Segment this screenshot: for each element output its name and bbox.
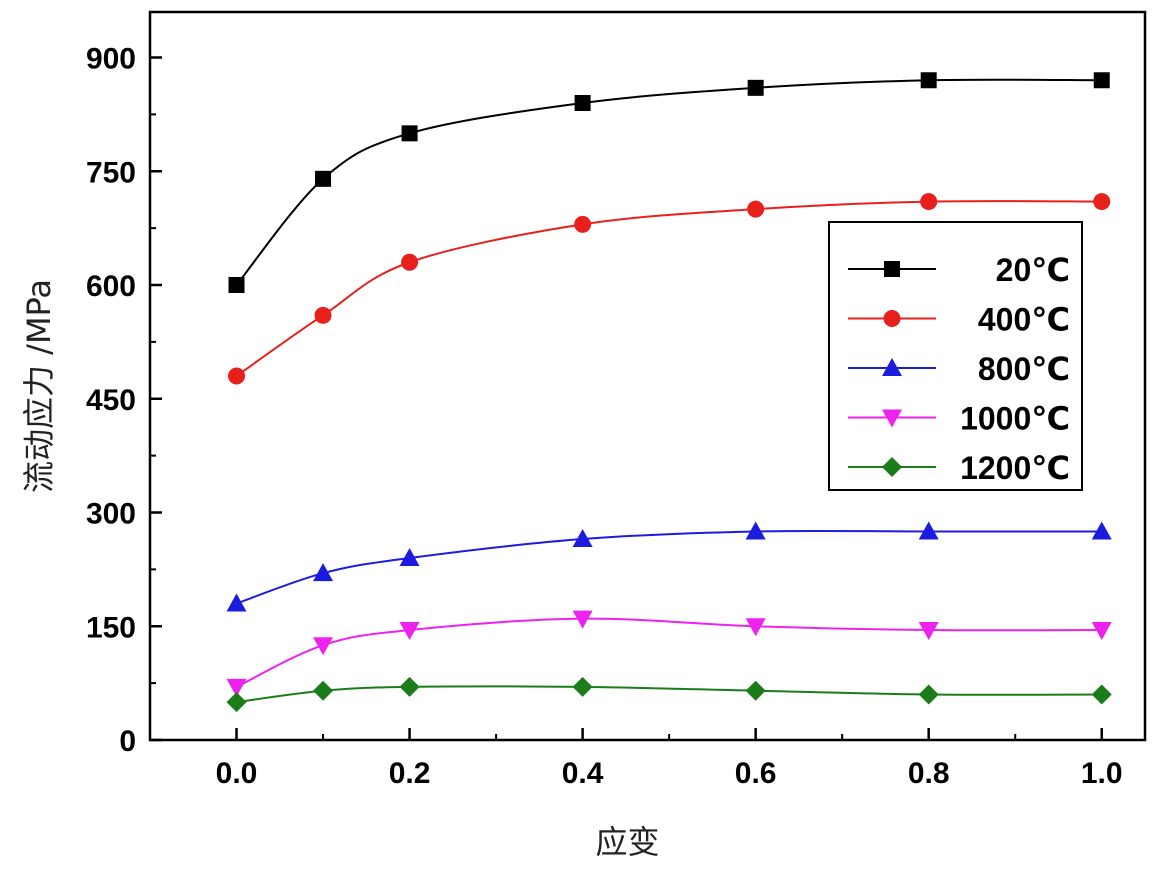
data-point xyxy=(918,521,939,540)
data-point xyxy=(313,680,334,701)
data-point xyxy=(228,367,246,385)
data-point xyxy=(920,72,937,89)
x-tick-label: 0.4 xyxy=(562,757,604,790)
data-point xyxy=(1093,72,1110,89)
y-tick-label: 750 xyxy=(86,156,136,189)
data-point xyxy=(399,676,420,697)
legend-marker xyxy=(884,261,900,277)
series-line xyxy=(236,617,1102,688)
data-point xyxy=(314,306,332,324)
data-point xyxy=(745,680,766,701)
data-point xyxy=(401,253,419,271)
legend-label: 1200℃ xyxy=(960,450,1070,486)
y-tick-label: 150 xyxy=(86,611,136,644)
data-point xyxy=(747,200,765,218)
data-point xyxy=(313,637,334,656)
legend-marker xyxy=(882,409,902,428)
y-tick-label: 0 xyxy=(119,725,136,758)
x-tick-label: 1.0 xyxy=(1081,757,1123,790)
series-line xyxy=(236,685,1102,704)
y-tick-label: 450 xyxy=(86,384,136,417)
data-point xyxy=(1091,684,1112,705)
legend-label: 20℃ xyxy=(996,252,1070,288)
series-2 xyxy=(226,521,1112,612)
y-tick-label: 600 xyxy=(86,270,136,303)
series-4 xyxy=(226,676,1112,713)
legend-marker xyxy=(882,358,902,376)
data-point xyxy=(574,215,592,233)
data-point xyxy=(226,678,247,697)
data-point xyxy=(747,79,764,96)
y-axis-title: 流动应力 /MPa xyxy=(20,279,58,493)
data-point xyxy=(572,610,593,629)
series-line xyxy=(236,529,1102,605)
data-point xyxy=(918,622,939,641)
y-tick-label: 900 xyxy=(86,43,136,76)
series-1 xyxy=(228,193,1111,385)
data-point xyxy=(399,622,420,641)
data-point xyxy=(572,676,593,697)
x-tick-label: 0.8 xyxy=(908,757,950,790)
legend-label: 400℃ xyxy=(978,302,1070,338)
data-point xyxy=(1091,622,1112,641)
legend-label: 800℃ xyxy=(978,351,1070,387)
data-point xyxy=(572,529,593,548)
data-point xyxy=(745,618,766,637)
data-point xyxy=(920,193,938,211)
x-axis-title: 应变 xyxy=(595,823,659,861)
x-tick-label: 0.0 xyxy=(216,757,258,790)
legend-label: 1000℃ xyxy=(960,401,1070,437)
legend-box xyxy=(828,221,1083,491)
data-point xyxy=(918,684,939,705)
data-point xyxy=(228,277,245,293)
data-point xyxy=(226,593,247,612)
series-3 xyxy=(226,610,1112,697)
data-point xyxy=(401,125,418,142)
data-point xyxy=(399,548,420,566)
data-point xyxy=(226,692,247,713)
data-point xyxy=(574,95,591,111)
legend-marker xyxy=(882,457,902,477)
x-tick-label: 0.6 xyxy=(735,757,777,790)
x-tick-label: 0.2 xyxy=(389,757,431,790)
data-point xyxy=(745,521,766,540)
data-point xyxy=(313,563,334,582)
data-point xyxy=(1093,193,1111,211)
data-point xyxy=(1091,521,1112,540)
y-tick-label: 300 xyxy=(86,498,136,531)
plot-frame xyxy=(148,10,1147,742)
data-point xyxy=(315,170,332,187)
legend-marker xyxy=(883,310,901,327)
series-0 xyxy=(228,72,1110,293)
